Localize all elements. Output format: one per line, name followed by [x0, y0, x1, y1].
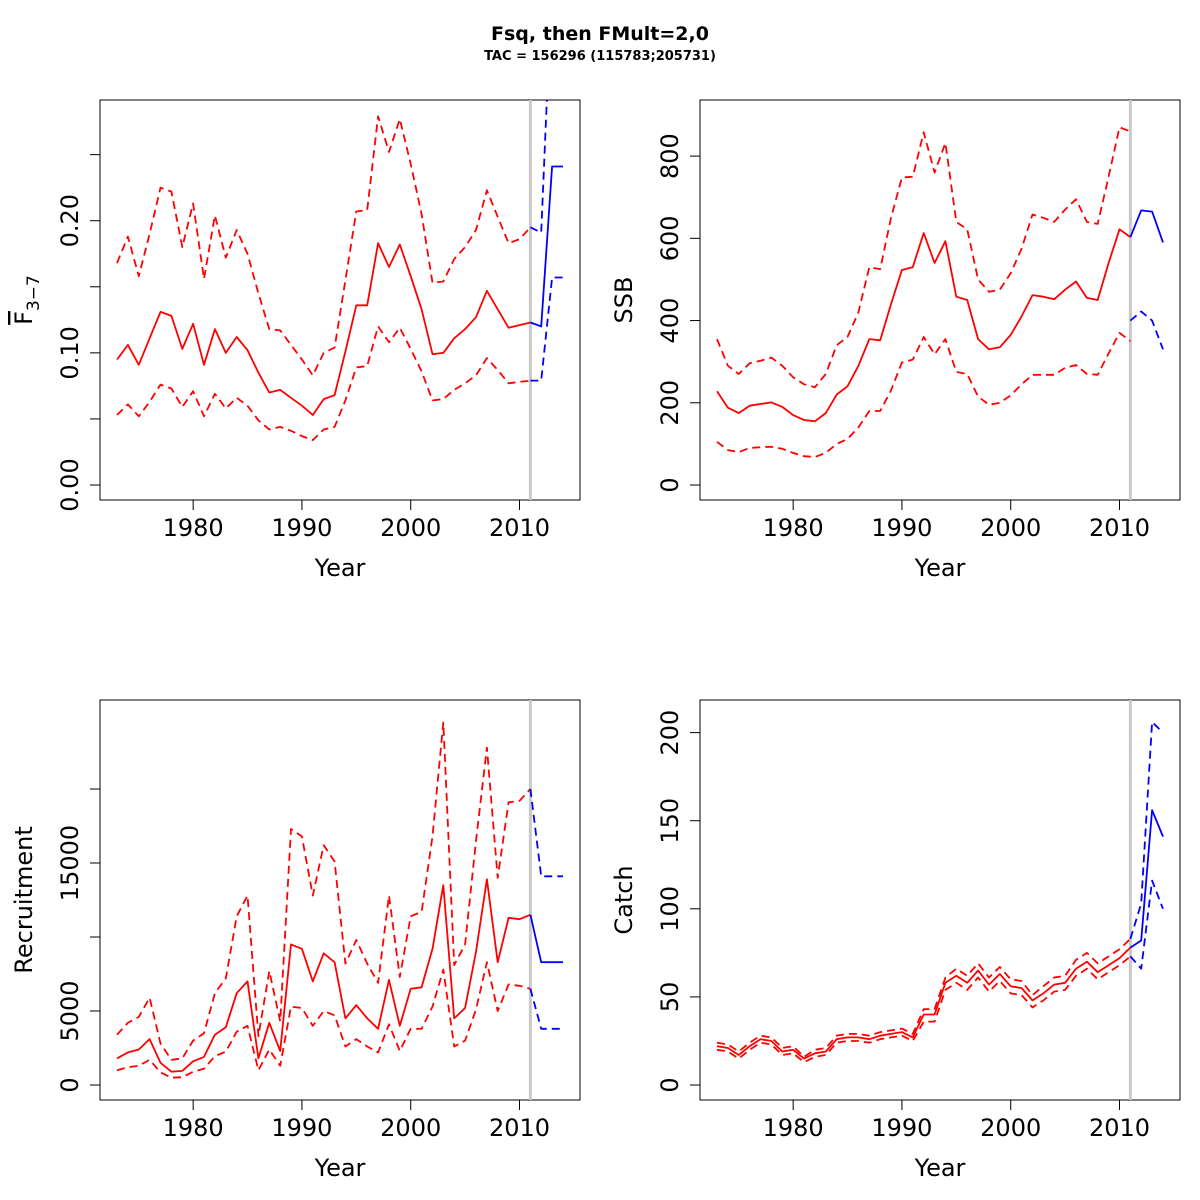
ssb-series [716, 126, 1164, 458]
ssb-historical-lower-line [716, 331, 1131, 458]
ssb-panel: 1980 1990 2000 2010 Year 0 200 400 600 800 SSB [610, 99, 1181, 582]
fbar-forecast-upper-line [530, 100, 548, 234]
ssb-x-tick-label: 1980 [763, 514, 824, 542]
fbar-x-tick-label: 2010 [489, 514, 550, 542]
catch-forecast-estimate-line [1129, 809, 1164, 949]
catch-series [716, 721, 1164, 1063]
fbar-y-tick-label: 0.10 [56, 326, 84, 379]
ssb-x-tick-label: 2000 [980, 514, 1041, 542]
catch-x-tick-label: 1980 [763, 1114, 824, 1142]
ssb-y-tick-label: 600 [656, 215, 684, 261]
figure-title: Fsq, then FMult=2,0 [491, 23, 709, 45]
ssb-forecast-lower-line [1129, 310, 1164, 350]
fbar-historical-upper-line [116, 115, 532, 377]
ssb-y-axis-label: SSB [610, 277, 638, 324]
catch-forecast-upper-line [1129, 721, 1164, 940]
catch-y-tick-label: 200 [656, 710, 684, 756]
catch-y-tick-label: 100 [656, 886, 684, 932]
ssb-historical-estimate-line [716, 228, 1131, 423]
recruitment-y-axis-label: Recruitment [10, 826, 38, 973]
ssb-historical-upper-line [716, 126, 1131, 389]
catch-panel: 1980 1990 2000 2010 Year 0 50 100 150 200 Catch [610, 699, 1181, 1182]
catch-x-tick-label: 2000 [980, 1114, 1041, 1142]
catch-y-axis-label: Catch [610, 865, 638, 934]
fbar-x-tick-label: 1990 [271, 514, 332, 542]
catch-historical-upper-line [716, 938, 1132, 1058]
catch-y-tick-label: 0 [656, 1077, 684, 1092]
ssb-y-tick-label: 400 [656, 298, 684, 344]
fbar-x-tick-label: 1980 [163, 514, 224, 542]
fbar-x-tick-label: 2000 [380, 514, 441, 542]
catch-y-tick-label: 150 [656, 798, 684, 844]
recruitment-forecast-lower-line [529, 988, 563, 1030]
fbar-frame [99, 99, 581, 501]
fbar-y-axis-label: F3−7 [10, 275, 44, 325]
recruitment-frame [99, 699, 581, 1101]
ssb-forecast-estimate-line [1129, 209, 1164, 243]
ssb-y-tick-label: 0 [656, 477, 684, 492]
ssb-y-tick-label: 200 [656, 380, 684, 426]
recruitment-forecast-estimate-line [529, 914, 563, 964]
catch-x-tick-label: 2010 [1089, 1114, 1150, 1142]
ssb-y-tick-label: 800 [656, 133, 684, 179]
fbar-forecast-lower-line [530, 276, 563, 382]
recruitment-x-tick-label: 1990 [271, 1114, 332, 1142]
catch-y-tick-label: 50 [656, 982, 684, 1013]
ssb-frame [699, 99, 1181, 501]
catch-historical-lower-line [716, 955, 1131, 1063]
ssb-x-tick-label: 1990 [871, 514, 932, 542]
recruitment-historical-estimate-line [116, 878, 531, 1073]
recruitment-historical-lower-line [116, 961, 531, 1079]
recruitment-y-tick-label: 15000 [56, 825, 84, 901]
recruitment-x-tick-label: 2000 [380, 1114, 441, 1142]
recruitment-y-tick-label: 5000 [56, 980, 84, 1041]
fbar-y-tick-label: 0.00 [56, 458, 84, 511]
catch-frame [699, 699, 1181, 1101]
fbar-historical-lower-line [116, 325, 531, 442]
fbar-x-axis-label: Year [314, 554, 366, 582]
catch-historical-estimate-line [716, 946, 1132, 1060]
catch-x-axis-label: Year [914, 1154, 966, 1182]
ssb-x-tick-label: 2010 [1089, 514, 1150, 542]
catch-x-tick-label: 1990 [871, 1114, 932, 1142]
recruitment-series [116, 721, 563, 1079]
recruitment-y-tick-label: 0 [56, 1077, 84, 1092]
fbar-y-tick-label: 0.20 [56, 194, 84, 247]
fbar-y-axis-label-main: F [10, 311, 38, 325]
fbar-panel: 1980 1990 2000 2010 Year 0.00 0.10 0.20 F3−7 [10, 99, 581, 582]
ssb-x-axis-label: Year [914, 554, 966, 582]
fbar-historical-estimate-line [116, 242, 531, 416]
fbar-series [116, 100, 563, 442]
recruitment-historical-upper-line [116, 721, 532, 1061]
figure-subtitle: TAC = 156296 (115783;205731) [484, 49, 716, 64]
fbar-y-axis-label-sub: 3−7 [24, 275, 44, 311]
recruitment-panel: 1980 1990 2000 2010 Year 0 5000 15000 Recruitmen… [10, 699, 581, 1182]
recruitment-forecast-upper-line [529, 788, 563, 878]
recruitment-x-axis-label: Year [314, 1154, 366, 1182]
fbar-forecast-estimate-line [530, 165, 563, 328]
recruitment-x-tick-label: 2010 [489, 1114, 550, 1142]
recruitment-x-tick-label: 1980 [163, 1114, 224, 1142]
catch-forecast-lower-line [1129, 879, 1164, 970]
